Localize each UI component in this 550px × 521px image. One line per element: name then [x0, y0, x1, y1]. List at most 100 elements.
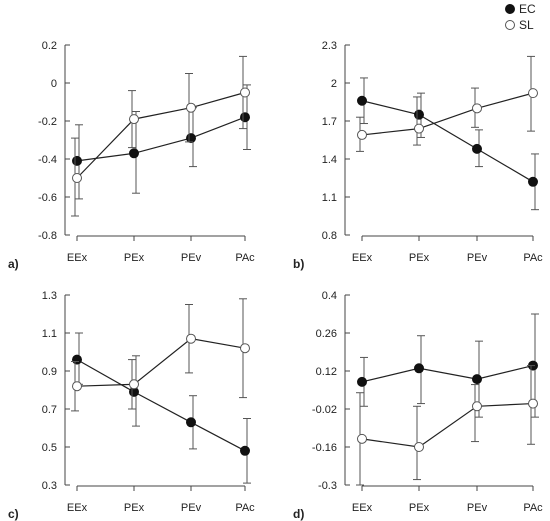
- x-tick-label: PEv: [467, 502, 488, 514]
- series-line: [361, 100, 534, 183]
- data-point: [72, 155, 82, 166]
- legend-ec-marker: [505, 4, 515, 14]
- y-tick-label: 1.1: [42, 328, 57, 340]
- panel-label: c): [8, 507, 19, 521]
- series-sl: [71, 298, 250, 412]
- x-tick-label: EEx: [67, 252, 88, 264]
- panel-label: d): [293, 507, 304, 521]
- x-tick-label: PEx: [124, 502, 145, 514]
- data-point: [240, 343, 250, 354]
- y-tick-label: 0.9: [42, 366, 57, 378]
- y-tick-label: 0.4: [322, 290, 337, 302]
- series-ec: [357, 313, 539, 418]
- data-point: [528, 88, 538, 99]
- data-point: [240, 87, 250, 98]
- data-point: [186, 133, 196, 144]
- panel-4: 0.4 0.26 0.12 -0.02 -0.16 -0.3 EEx PEx PEv PAc d): [293, 290, 543, 521]
- y-tick-label: 1.4: [322, 154, 337, 166]
- data-point: [186, 102, 196, 113]
- data-point: [528, 176, 538, 187]
- data-point: [414, 442, 424, 452]
- y-tick-label: 1.1: [322, 192, 337, 204]
- x-tick-label: EEx: [67, 502, 88, 514]
- series-line: [361, 92, 534, 136]
- data-point: [72, 354, 82, 365]
- x-tick-label: PEx: [409, 252, 430, 264]
- series-line: [76, 116, 246, 162]
- panel-1: 0.2 0 -0.2 -0.4 -0.6 -0.8 EEx PEx PEv PAc a): [8, 40, 255, 271]
- data-point: [72, 381, 82, 392]
- data-point: [240, 112, 250, 123]
- x-tick-label: PAc: [235, 502, 255, 514]
- series-sl: [356, 365, 538, 486]
- y-tick-label: 2.3: [322, 40, 337, 52]
- y-tick-label: 0.2: [42, 40, 57, 52]
- data-point: [357, 433, 367, 444]
- series-line: [76, 359, 246, 452]
- series-line: [361, 364, 534, 383]
- data-point: [129, 148, 139, 159]
- series-line: [361, 402, 534, 448]
- x-tick-label: PEv: [181, 502, 202, 514]
- y-tick-label: -0.6: [38, 192, 57, 204]
- series-line: [76, 338, 246, 387]
- y-tick-label: 0.26: [316, 328, 337, 340]
- x-tick-label: PAc: [235, 252, 255, 264]
- data-point: [357, 95, 367, 106]
- data-point: [414, 123, 424, 134]
- legend-sl-label: SL: [519, 18, 534, 32]
- legend: EC SL: [505, 2, 536, 32]
- x-tick-label: PAc: [523, 502, 543, 514]
- series-ec: [72, 332, 251, 484]
- data-point: [472, 401, 482, 412]
- y-tick-label: 0.12: [316, 366, 337, 378]
- x-tick-label: PEv: [181, 252, 202, 264]
- y-tick-label: -0.2: [38, 116, 57, 128]
- data-point: [528, 398, 538, 409]
- panel-label: a): [8, 257, 19, 271]
- y-tick-label: 0.8: [322, 230, 337, 242]
- y-tick-label: 0.3: [42, 480, 57, 492]
- panel-3: 1.3 1.1 0.9 0.7 0.5 0.3 EEx PEx PEv PAc c): [8, 290, 255, 521]
- x-tick-label: PEx: [124, 252, 145, 264]
- legend-ec-label: EC: [519, 2, 536, 16]
- y-tick-label: 2: [331, 78, 337, 90]
- x-tick-label: EEx: [352, 252, 373, 264]
- panels: 0.2 0 -0.2 -0.4 -0.6 -0.8 EEx PEx PEv PAc a) 2.3 2 1.…: [8, 40, 543, 521]
- y-tick-label: -0.16: [312, 442, 337, 454]
- series-ec: [357, 77, 539, 211]
- data-point: [472, 143, 482, 154]
- y-tick-label: 0: [51, 78, 57, 90]
- y-tick-label: 0.7: [42, 404, 57, 416]
- series-line: [76, 91, 246, 179]
- y-tick-label: -0.02: [312, 404, 337, 416]
- series-ec: [72, 84, 251, 200]
- x-tick-label: PEv: [467, 252, 488, 264]
- data-point: [472, 374, 482, 385]
- series-sl: [356, 55, 538, 152]
- data-point: [186, 333, 196, 344]
- x-tick-label: PAc: [523, 252, 543, 264]
- legend-sl-marker: [505, 20, 515, 30]
- y-tick-label: -0.4: [38, 154, 57, 166]
- data-point: [240, 445, 250, 456]
- data-point: [186, 417, 196, 428]
- series-sl: [71, 55, 250, 217]
- data-point: [472, 103, 482, 114]
- data-point: [357, 376, 367, 387]
- y-tick-label: -0.8: [38, 230, 57, 242]
- data-point: [129, 114, 139, 125]
- y-tick-label: 1.7: [322, 116, 337, 128]
- data-point: [72, 173, 82, 183]
- y-tick-label: 0.5: [42, 442, 57, 454]
- y-tick-label: -0.3: [318, 480, 337, 492]
- panel-2: 2.3 2 1.7 1.4 1.1 0.8 EEx PEx PEv PAc b): [293, 40, 543, 271]
- data-point: [129, 379, 139, 390]
- data-point: [357, 129, 367, 140]
- y-tick-label: 1.3: [42, 290, 57, 302]
- panel-label: b): [293, 257, 304, 271]
- data-point: [414, 109, 424, 120]
- x-tick-label: PEx: [409, 502, 430, 514]
- data-point: [414, 363, 424, 374]
